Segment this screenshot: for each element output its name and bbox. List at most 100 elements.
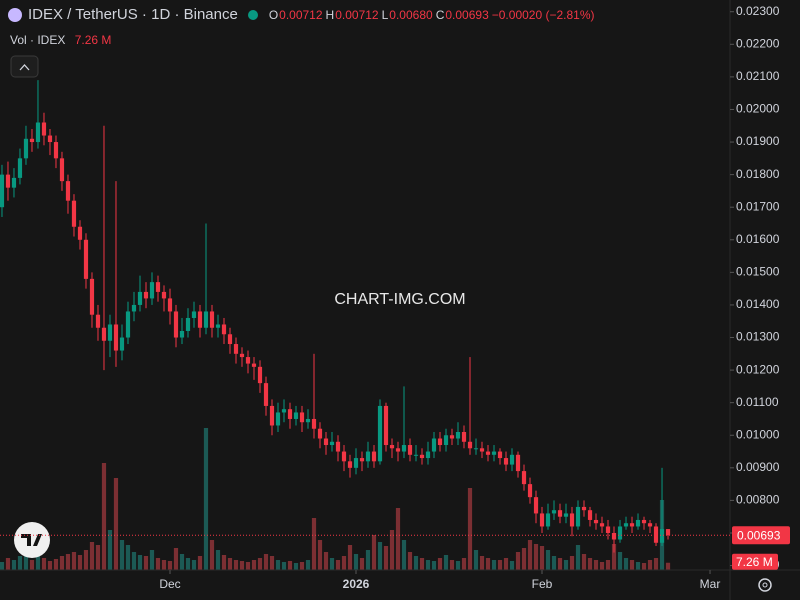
candle-body	[65, 181, 71, 201]
volume-bar	[179, 554, 185, 570]
volume-bar	[245, 562, 251, 570]
candle-body	[491, 451, 497, 455]
logo-mark	[21, 534, 42, 546]
volume-bar	[497, 560, 503, 570]
volume-bar	[269, 556, 275, 570]
volume-bar	[47, 561, 53, 570]
volume-bar	[107, 530, 113, 570]
volume-bar	[221, 555, 227, 570]
ohlc-key: L	[381, 8, 389, 22]
candle-body	[41, 122, 47, 136]
volume-legend: Vol · IDEX 7.26 M	[10, 33, 111, 47]
candle-body	[431, 438, 437, 452]
candle-body	[137, 291, 143, 305]
ohlc-value: 0.00680	[389, 8, 433, 22]
candle-body	[227, 334, 233, 345]
volume-bar	[335, 560, 341, 570]
volume-bar	[71, 552, 77, 570]
candle-body	[551, 510, 557, 514]
volume-bar	[329, 558, 335, 570]
candle-body	[521, 471, 527, 485]
candle-body	[479, 448, 485, 452]
volume-bar	[131, 552, 137, 570]
volume-bar	[479, 556, 485, 570]
y-tick-label: 0.01400	[736, 297, 780, 311]
volume-bar	[587, 558, 593, 570]
volume-bar	[311, 518, 317, 570]
volume-bar	[53, 559, 59, 570]
candle-body	[617, 526, 623, 540]
volume-bar	[125, 545, 131, 570]
ohlc-key: O	[268, 8, 279, 22]
candle-body	[503, 458, 509, 465]
last-price-label: 0.00693	[737, 528, 781, 542]
volume-bar	[527, 540, 533, 570]
volume-bar	[17, 556, 23, 570]
volume-bar	[569, 556, 575, 570]
volume-bar	[263, 554, 269, 570]
volume-bar	[209, 540, 215, 570]
volume-bar	[293, 563, 299, 570]
candle-body	[347, 461, 353, 468]
change: −0.00020 (−2.81%)	[491, 7, 595, 22]
candle-body	[293, 412, 299, 419]
candle-body	[377, 405, 383, 462]
settings-icon[interactable]	[758, 578, 772, 592]
candle-body	[557, 510, 563, 517]
last-price-tag	[732, 526, 790, 545]
volume-bar	[611, 544, 617, 570]
y-tick-label: 0.00800	[736, 493, 780, 507]
volume-bar	[5, 558, 11, 570]
volume-bar	[641, 563, 647, 570]
y-tick-label: 0.02300	[736, 4, 780, 18]
candle-body	[389, 445, 395, 449]
candle-body	[593, 519, 599, 524]
volume-bar	[449, 560, 455, 570]
volume-bar	[647, 560, 653, 570]
candle-body	[545, 513, 551, 527]
candle-body	[23, 138, 29, 159]
volume-bar	[167, 561, 173, 570]
candle-body	[173, 311, 179, 338]
volume-bar	[383, 546, 389, 570]
candle-body	[89, 278, 95, 315]
volume-bar	[59, 556, 65, 570]
volume-bar	[413, 556, 419, 570]
candle-body	[383, 405, 389, 446]
candle-body	[371, 451, 377, 462]
volume-tag	[732, 553, 778, 570]
volume-bar	[155, 558, 161, 570]
collapse-button[interactable]	[10, 55, 39, 78]
y-tick-label: 0.01000	[736, 427, 780, 441]
volume-bar	[257, 558, 263, 570]
volume-bar	[443, 555, 449, 570]
candle-body	[77, 226, 83, 240]
volume-bar	[437, 558, 443, 570]
volume-bar	[353, 554, 359, 570]
volume-bar	[545, 550, 551, 570]
candle-body	[53, 142, 59, 159]
candle-body	[323, 438, 329, 446]
volume-bar	[365, 550, 371, 570]
volume-bar	[35, 548, 41, 570]
volume-bar	[395, 508, 401, 570]
candle-body	[209, 311, 215, 328]
candle-body	[149, 282, 155, 299]
y-tick-label: 0.01700	[736, 199, 780, 213]
volume-bar	[515, 552, 521, 570]
volume-bar	[281, 562, 287, 570]
candle-body	[251, 363, 257, 367]
volume-bar	[533, 544, 539, 570]
volume-bar	[359, 558, 365, 570]
candle-body	[275, 412, 281, 426]
candle-body	[17, 158, 23, 178]
candle-body	[473, 448, 479, 450]
volume-bar	[551, 556, 557, 570]
candle-body	[299, 412, 305, 423]
logo	[14, 522, 50, 558]
volume-bar	[581, 554, 587, 570]
volume-bar	[431, 561, 437, 570]
candle-body	[191, 311, 197, 318]
candle-body	[425, 451, 431, 459]
